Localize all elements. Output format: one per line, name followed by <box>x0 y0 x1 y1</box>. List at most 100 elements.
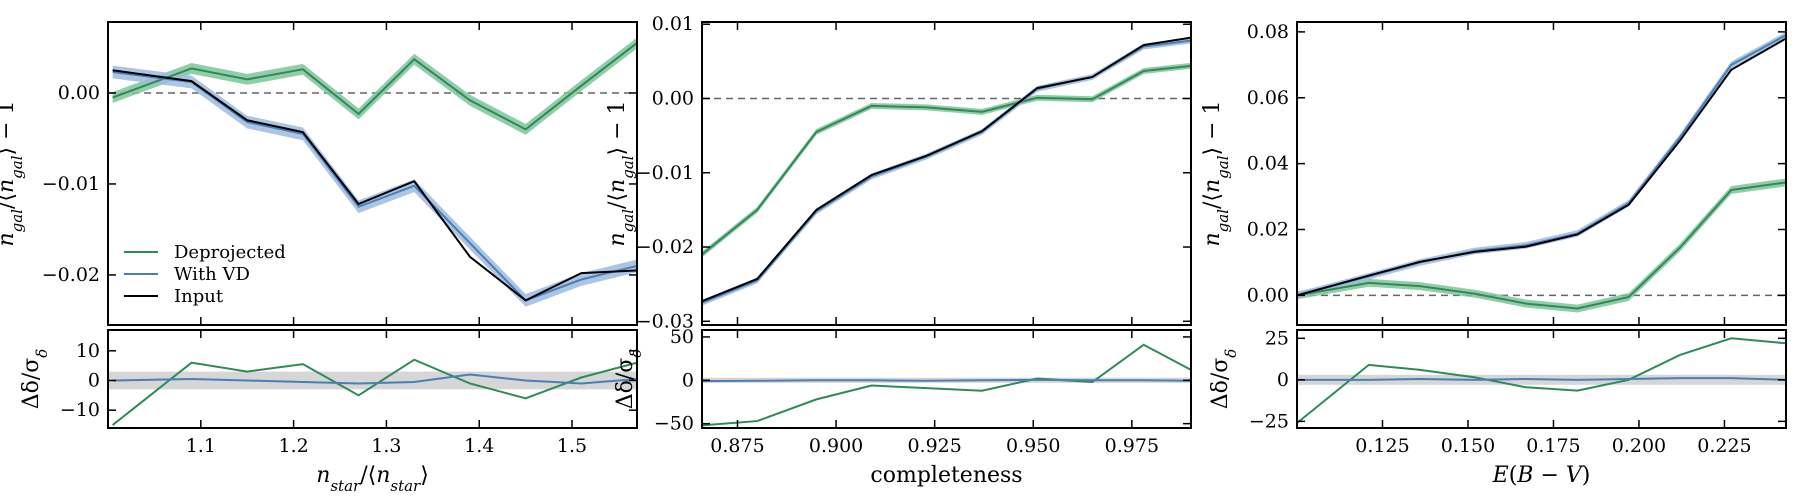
residual-y-axis-label: Δδ/σδ <box>613 349 645 410</box>
x-tick-label: 0.900 <box>809 435 863 457</box>
label-part: Δδ/σ <box>613 358 638 410</box>
uncertainty-band-with-vd <box>112 65 637 307</box>
residual-axes-frame <box>1296 329 1787 429</box>
y-tick-label: 0.02 <box>1247 218 1289 240</box>
residual-axes-frame <box>107 329 638 429</box>
residual-y-tick-label: 50 <box>670 326 694 348</box>
uncertainty-band-with-vd <box>702 37 1191 306</box>
label-part: n <box>376 463 390 488</box>
label-part: V <box>1566 463 1584 488</box>
label-part: gal <box>8 155 26 179</box>
x-axis-label: completeness <box>870 463 1022 488</box>
label-part: B <box>1516 463 1533 488</box>
y-tick-label: −0.02 <box>42 264 100 286</box>
residual-line-deprojected <box>702 343 1191 427</box>
residual-y-tick-label: −50 <box>654 413 694 435</box>
label-part: completeness <box>870 463 1022 488</box>
label-part: gal <box>1214 209 1232 233</box>
series-line-with-vd <box>112 71 637 302</box>
x-tick-label: 1.1 <box>186 435 216 457</box>
y-tick-label: 0.00 <box>652 87 694 109</box>
x-axis-label: nstar/⟨nstar⟩ <box>316 463 429 495</box>
label-part: ⟩ <box>420 463 429 488</box>
y-axis-label: ngal/⟨ngal⟩ − 1 <box>605 100 637 246</box>
label-part: δ <box>33 349 51 358</box>
label-part: n <box>605 232 630 246</box>
label-part: ⟩ − 1 <box>1200 100 1225 155</box>
x-tick-label: 0.225 <box>1697 435 1751 457</box>
series-line-input <box>1297 37 1786 297</box>
y-axis-label: ngal/⟨ngal⟩ − 1 <box>1200 100 1232 246</box>
label-part: n <box>0 179 19 193</box>
x-tick-label: 1.4 <box>464 435 494 457</box>
y-tick-label: −0.02 <box>636 236 694 258</box>
residual-plot-area <box>702 343 1191 427</box>
y-tick-label: 0.00 <box>1247 284 1289 306</box>
x-tick-label: 0.200 <box>1612 435 1666 457</box>
label-part: δ <box>627 349 645 358</box>
residual-plot-area <box>108 358 637 426</box>
series-line-input <box>702 36 1191 303</box>
y-tick-label: −0.03 <box>636 310 694 332</box>
x-tick-label: 0.150 <box>1441 435 1495 457</box>
residual-line-with-vd <box>702 378 1191 383</box>
residual-line-with-vd <box>1297 377 1786 381</box>
residual-sigma-band <box>108 371 637 390</box>
legend-label-input: Input <box>174 286 224 307</box>
x-tick-label: 1.3 <box>371 435 401 457</box>
y-tick-label: 0.04 <box>1247 153 1289 175</box>
residual-axes-frame <box>701 329 1192 429</box>
x-tick-label: 0.925 <box>907 435 961 457</box>
legend-label-deprojected: Deprojected <box>174 242 286 263</box>
residual-y-tick-label: 0 <box>1277 369 1289 391</box>
label-part: gal <box>619 209 637 233</box>
x-tick-label: 1.2 <box>279 435 309 457</box>
x-axis-label: E(B − V) <box>1492 463 1591 488</box>
main-axes-frame <box>1296 21 1787 326</box>
residual-line-deprojected <box>1297 337 1786 424</box>
label-part: Δδ/σ <box>1208 358 1233 410</box>
residual-y-tick-label: 25 <box>1265 327 1289 349</box>
series-line-deprojected <box>702 64 1191 256</box>
label-part: /⟨ <box>1200 193 1225 209</box>
y-tick-label: 0.00 <box>58 82 100 104</box>
series-line-deprojected <box>1297 181 1786 310</box>
series-line-with-vd <box>702 39 1191 304</box>
x-tick-label: 0.125 <box>1355 435 1409 457</box>
residual-line-deprojected <box>112 358 637 426</box>
uncertainty-band-with-vd <box>1297 31 1786 299</box>
label-part: star <box>390 477 421 495</box>
x-tick-label: 0.975 <box>1105 435 1159 457</box>
main-plot-area <box>702 36 1191 306</box>
label-part: δ <box>1222 349 1240 358</box>
x-tick-label: 0.875 <box>710 435 764 457</box>
x-tick-label: 0.950 <box>1006 435 1060 457</box>
series-line-with-vd <box>1297 34 1786 297</box>
label-part: n <box>0 232 19 246</box>
residual-y-tick-label: −25 <box>1249 410 1289 432</box>
residual-y-tick-label: 10 <box>76 340 100 362</box>
label-part: ⟩ − 1 <box>0 100 19 155</box>
residual-y-tick-label: 0 <box>682 369 694 391</box>
y-tick-label: 0.01 <box>652 13 694 35</box>
main-axes-frame <box>107 21 638 326</box>
label-part: ⟩ − 1 <box>605 100 630 155</box>
x-tick-label: 0.175 <box>1526 435 1580 457</box>
x-tick-label: 1.5 <box>557 435 587 457</box>
label-part: gal <box>619 155 637 179</box>
label-part: − <box>1533 463 1565 488</box>
label-part: ( <box>1509 463 1518 488</box>
label-part: gal <box>8 209 26 233</box>
label-part: /⟨ <box>605 193 630 209</box>
series-line-input <box>112 69 637 302</box>
label-part: ) <box>1582 463 1591 488</box>
label-part: n <box>1200 179 1225 193</box>
uncertainty-band-deprojected <box>1297 178 1786 313</box>
main-plot-area <box>1297 31 1786 313</box>
y-axis-label: ngal/⟨ngal⟩ − 1 <box>0 100 26 246</box>
y-tick-label: −0.01 <box>42 173 100 195</box>
